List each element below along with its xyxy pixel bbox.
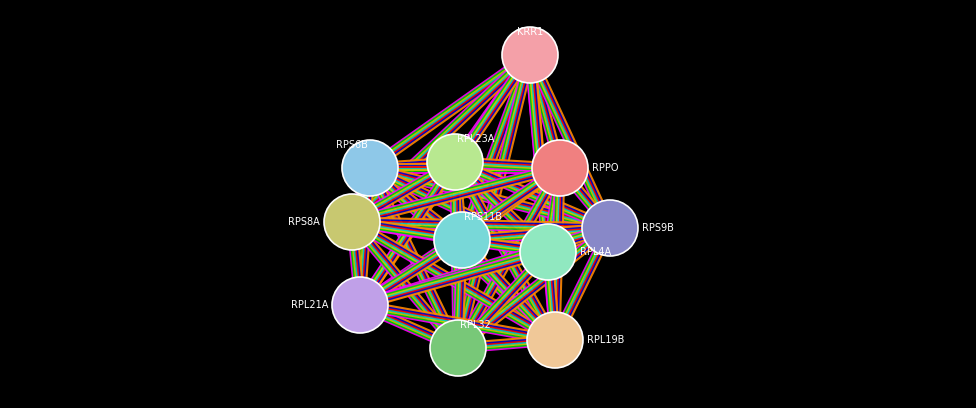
- Circle shape: [434, 212, 490, 268]
- Circle shape: [532, 140, 588, 196]
- Text: RPL32: RPL32: [460, 320, 491, 330]
- Text: RPS11B: RPS11B: [464, 212, 502, 222]
- Circle shape: [527, 312, 583, 368]
- Circle shape: [332, 277, 388, 333]
- Text: KRR1: KRR1: [517, 27, 543, 37]
- Circle shape: [342, 140, 398, 196]
- Circle shape: [427, 134, 483, 190]
- Circle shape: [430, 320, 486, 376]
- Circle shape: [502, 27, 558, 83]
- Text: RPL23A: RPL23A: [457, 134, 495, 144]
- Text: RPS8A: RPS8A: [288, 217, 320, 227]
- Circle shape: [520, 224, 576, 280]
- Text: RPL4A: RPL4A: [580, 247, 611, 257]
- Circle shape: [582, 200, 638, 256]
- Text: RPS6B: RPS6B: [336, 140, 368, 150]
- Circle shape: [324, 194, 380, 250]
- Text: RPL19B: RPL19B: [587, 335, 625, 345]
- Text: RPL21A: RPL21A: [291, 300, 328, 310]
- Text: RPS9B: RPS9B: [642, 223, 673, 233]
- Text: RPPO: RPPO: [592, 163, 619, 173]
